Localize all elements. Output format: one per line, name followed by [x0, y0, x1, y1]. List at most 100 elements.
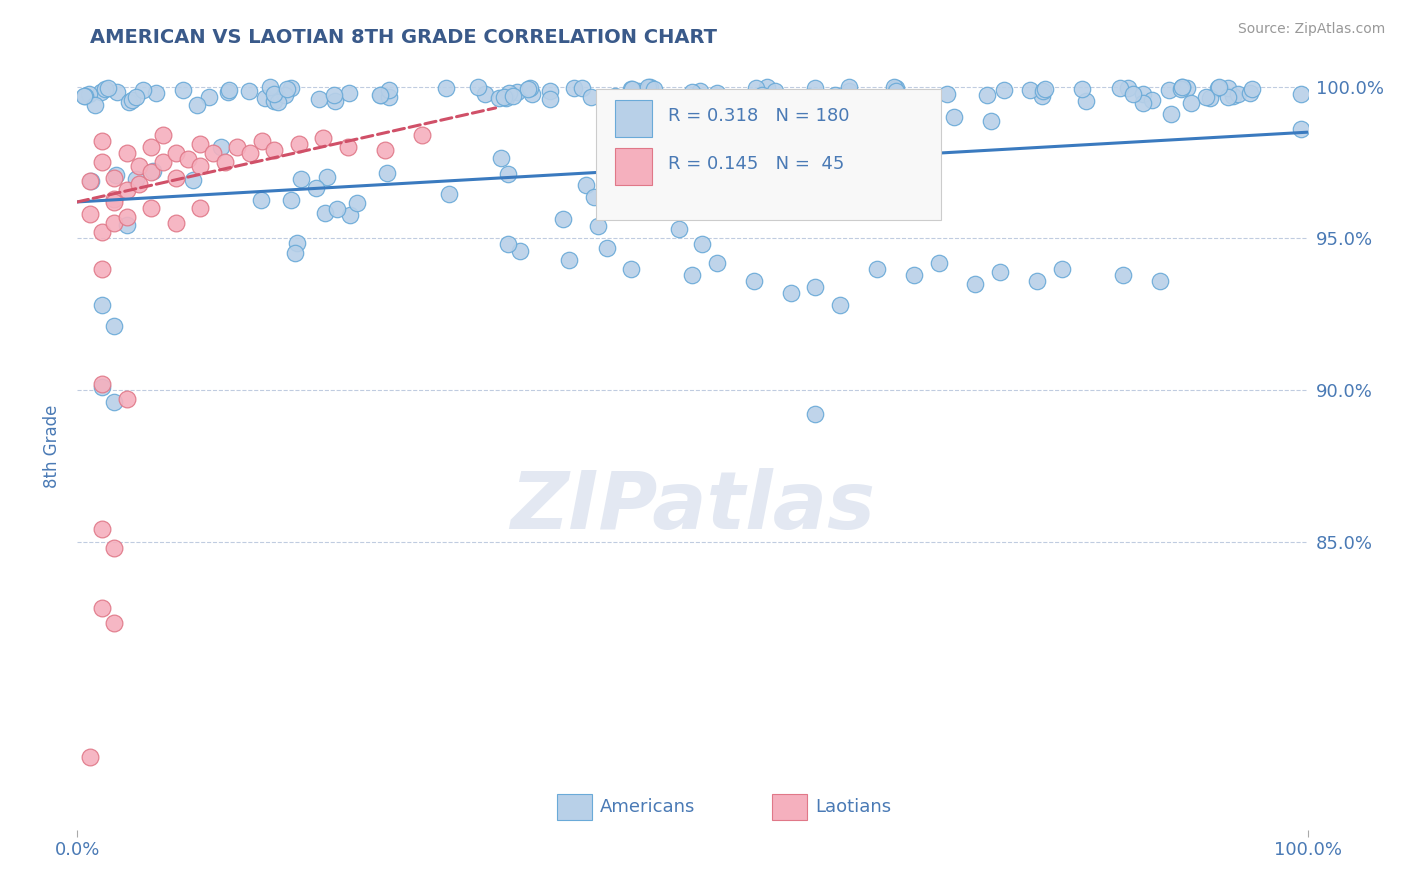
Point: [1116, 81, 1139, 95]
Point: [1018, 83, 1040, 97]
Point: [751, 87, 773, 102]
Point: [1199, 91, 1222, 105]
Point: [742, 274, 765, 288]
Text: Laotians: Laotians: [815, 798, 891, 816]
Point: [1132, 95, 1154, 110]
Point: [1175, 80, 1198, 95]
Point: [928, 255, 950, 269]
Point: [308, 91, 330, 105]
Point: [1195, 90, 1218, 104]
Point: [375, 165, 398, 179]
Point: [1216, 81, 1239, 95]
Point: [280, 194, 302, 208]
Point: [838, 84, 860, 98]
Point: [1289, 121, 1312, 136]
Point: [780, 285, 803, 300]
Point: [706, 87, 728, 101]
Point: [323, 94, 346, 108]
Point: [538, 91, 561, 105]
Text: Source: ZipAtlas.com: Source: ZipAtlas.com: [1237, 22, 1385, 37]
Point: [115, 218, 138, 232]
Point: [883, 80, 905, 95]
Point: [312, 131, 335, 145]
Point: [976, 87, 998, 102]
Point: [617, 93, 640, 107]
Point: [90, 522, 114, 536]
Point: [339, 209, 361, 223]
Point: [651, 116, 673, 130]
Point: [495, 91, 517, 105]
Point: [1108, 81, 1130, 95]
Point: [474, 87, 496, 101]
Point: [491, 151, 513, 165]
Point: [103, 192, 125, 206]
Point: [141, 201, 163, 215]
Point: [77, 87, 100, 101]
Point: [782, 172, 804, 186]
Point: [824, 88, 846, 103]
Point: [943, 110, 966, 124]
Point: [290, 171, 312, 186]
Point: [596, 241, 619, 255]
Point: [165, 146, 187, 161]
Text: Americans: Americans: [600, 798, 696, 816]
Point: [437, 187, 460, 202]
Point: [267, 95, 290, 109]
Point: [90, 298, 114, 312]
Point: [288, 137, 311, 152]
Point: [1291, 87, 1313, 101]
Point: [1031, 89, 1053, 103]
Point: [115, 183, 138, 197]
Point: [72, 88, 94, 103]
Point: [668, 222, 690, 236]
Point: [263, 144, 285, 158]
Point: [1132, 87, 1154, 102]
Point: [118, 95, 141, 109]
Point: [690, 237, 713, 252]
Point: [838, 79, 860, 94]
Point: [90, 261, 114, 276]
Point: [669, 98, 692, 112]
Point: [1208, 81, 1230, 95]
Point: [411, 128, 433, 143]
Point: [90, 380, 114, 394]
Point: [1222, 88, 1244, 103]
Point: [1050, 261, 1073, 276]
Point: [884, 81, 907, 95]
Point: [214, 155, 236, 169]
Point: [620, 82, 643, 96]
Point: [870, 99, 893, 113]
Point: [105, 85, 128, 99]
Point: [188, 159, 212, 173]
Point: [1149, 274, 1171, 288]
Point: [886, 90, 908, 104]
Point: [217, 85, 239, 99]
Point: [90, 155, 114, 169]
Text: ZIPatlas: ZIPatlas: [510, 468, 875, 547]
Point: [378, 82, 401, 96]
Point: [125, 172, 148, 186]
Point: [1170, 82, 1192, 96]
Point: [79, 749, 101, 764]
Text: R = 0.145   N =  45: R = 0.145 N = 45: [668, 155, 844, 173]
Point: [627, 84, 650, 98]
Point: [315, 170, 337, 185]
Point: [218, 82, 240, 96]
Point: [165, 170, 187, 185]
Point: [337, 86, 360, 100]
Point: [681, 85, 703, 99]
Point: [1240, 82, 1263, 96]
Point: [765, 153, 787, 168]
Point: [128, 177, 150, 191]
Bar: [557, 794, 592, 821]
Point: [1112, 268, 1135, 282]
Point: [152, 155, 174, 169]
Point: [172, 83, 194, 97]
Point: [141, 164, 163, 178]
Point: [90, 134, 114, 148]
Point: [152, 128, 174, 143]
Point: [263, 95, 285, 109]
Point: [643, 82, 665, 96]
Point: [1226, 87, 1249, 102]
Point: [238, 84, 260, 98]
